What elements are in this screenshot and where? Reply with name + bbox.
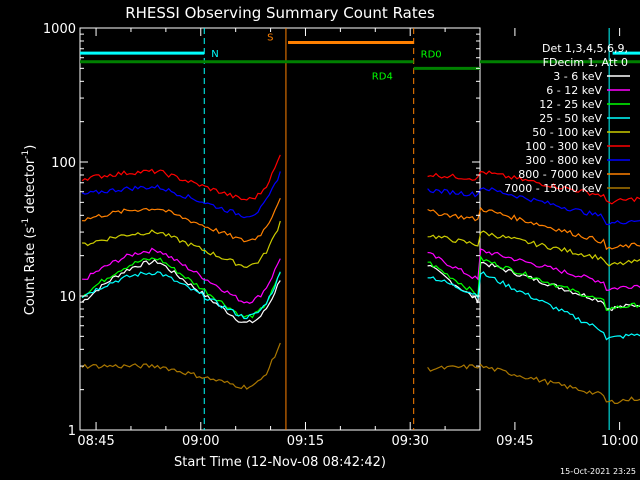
series-line-1 xyxy=(82,247,281,304)
legend-entry-label: 300 - 800 keV xyxy=(525,154,602,167)
x-tick-label: 09:30 xyxy=(391,434,428,449)
y-label-sup2: -1 xyxy=(21,150,31,159)
series-line-4 xyxy=(82,220,281,269)
y-tick-label: 1 xyxy=(68,424,76,439)
x-tick-label: 09:45 xyxy=(496,434,533,449)
legend-entry-label: 100 - 300 keV xyxy=(525,140,602,153)
series-line-5 xyxy=(427,170,640,205)
legend-entry-label: 25 - 50 keV xyxy=(539,112,602,125)
legend-entry-label: 12 - 25 keV xyxy=(539,98,602,111)
series-line-2 xyxy=(81,257,281,319)
series-line-7 xyxy=(82,197,281,243)
flag-label-rd0: RD0 xyxy=(421,50,442,61)
series-line-3 xyxy=(81,271,281,320)
flag-label-n: N xyxy=(211,49,218,60)
series-line-7 xyxy=(427,206,640,251)
y-axis: 1 10 100 1000 xyxy=(43,22,480,439)
y-label-part-main: Count Rate (s xyxy=(23,227,38,316)
series-line-4 xyxy=(427,230,640,267)
chart-title: RHESSI Observing Summary Count Rates xyxy=(125,4,435,22)
y-tick-label: 10 xyxy=(59,290,76,305)
x-tick-label: 10:00 xyxy=(601,434,638,449)
x-tick-label: 08:45 xyxy=(77,434,114,449)
y-tick-label: 100 xyxy=(51,156,76,171)
series-line-3 xyxy=(427,271,640,341)
x-tick-label: 09:00 xyxy=(182,434,219,449)
series-line-8 xyxy=(81,342,281,390)
plot-area xyxy=(79,27,481,431)
y-axis-label: Count Rate (s-1 detector-1) xyxy=(21,145,38,316)
y-label-part-mid: detector xyxy=(23,158,38,218)
series-line-0 xyxy=(81,259,281,324)
flag-lines: N S RD0 RD4 xyxy=(80,32,640,82)
legend-entry-label: 3 - 6 keV xyxy=(553,70,602,83)
plot-frame xyxy=(79,27,481,431)
series-line-6 xyxy=(81,171,281,219)
flag-label-s: S xyxy=(267,32,273,43)
x-tick-label: 09:15 xyxy=(287,434,324,449)
legend-header-1: Det 1,3,4,5,6,9, xyxy=(542,42,628,55)
series-line-1 xyxy=(427,248,640,291)
x-axis-label: Start Time (12-Nov-08 08:42:42) xyxy=(174,455,386,470)
y-tick-label: 1000 xyxy=(43,22,76,37)
series-line-0 xyxy=(427,261,640,312)
y-label-part-end: ) xyxy=(23,145,38,150)
y-label-sup1: -1 xyxy=(21,218,31,227)
series-line-2 xyxy=(427,254,640,311)
legend-entry-label: 50 - 100 keV xyxy=(532,126,602,139)
legend-header-2: FDecim 1, Att 0 xyxy=(543,56,628,69)
legend-entry-label: 6 - 12 keV xyxy=(546,84,602,97)
vertical-markers xyxy=(203,28,610,430)
legend: Det 1,3,4,5,6,9, FDecim 1, Att 0 3 - 6 k… xyxy=(504,42,630,195)
legend-entry-label: 800 - 7000 keV xyxy=(518,168,602,181)
flag-label-rd4: RD4 xyxy=(372,71,393,82)
series-line-8 xyxy=(427,363,640,404)
timestamp: 15-Oct-2021 23:25 xyxy=(560,467,636,476)
series-layer xyxy=(81,154,640,404)
series-line-5 xyxy=(81,154,281,201)
series-line-6 xyxy=(427,187,640,226)
legend-entry-label: 7000 - 15000 keV xyxy=(504,182,602,195)
